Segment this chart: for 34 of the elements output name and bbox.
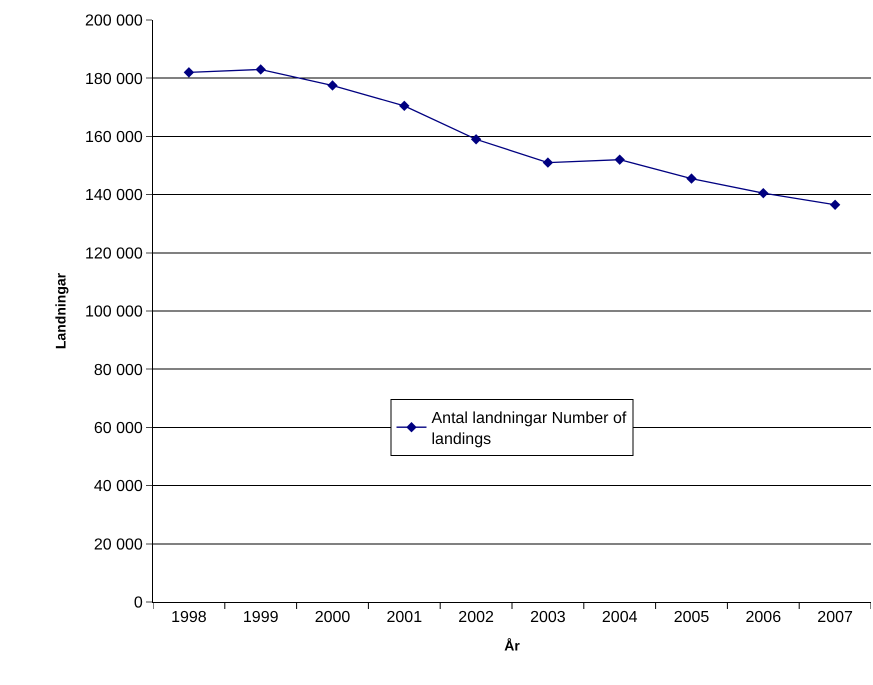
x-tick-label: 1998 (171, 609, 207, 626)
point (758, 188, 768, 198)
y-tick-label: 0 (134, 594, 143, 612)
y-tick-label: 80 000 (94, 362, 143, 379)
x-tick-label: 2006 (746, 609, 782, 626)
x-tick-label: 1999 (242, 609, 279, 626)
y-tick-label: 140 000 (84, 187, 143, 204)
x-tick-label: 2004 (602, 609, 638, 626)
point (184, 67, 194, 78)
y-tick-label: 20 000 (94, 536, 143, 554)
x-tick-label: 2001 (386, 609, 422, 626)
y-tick-label: 160 000 (84, 129, 143, 146)
legend-label: Antal landningar Number of landings (432, 410, 627, 448)
y-tick-label: 120 000 (84, 245, 143, 262)
y-tick-label: 60 000 (94, 420, 143, 437)
x-tick-label: 2000 (314, 609, 350, 626)
x-tick-label: 2007 (817, 609, 853, 626)
y-tick-label: 180 000 (84, 70, 143, 88)
point (327, 80, 338, 91)
y-axis-title: Landningar (52, 272, 69, 350)
point (830, 200, 840, 210)
y-tick-label: 40 000 (94, 478, 143, 496)
y-tick-label: 200 000 (84, 12, 143, 30)
x-axis-title: År (504, 638, 520, 654)
y-tick-label: 100 000 (84, 304, 143, 321)
x-tick-label: 2003 (530, 609, 566, 626)
point (542, 157, 554, 168)
point (470, 134, 482, 145)
x-tick-label: 2002 (458, 609, 494, 626)
point (399, 100, 410, 112)
point (256, 64, 266, 75)
point (614, 154, 625, 165)
point (686, 173, 697, 184)
x-tick-label: 2005 (674, 609, 710, 626)
